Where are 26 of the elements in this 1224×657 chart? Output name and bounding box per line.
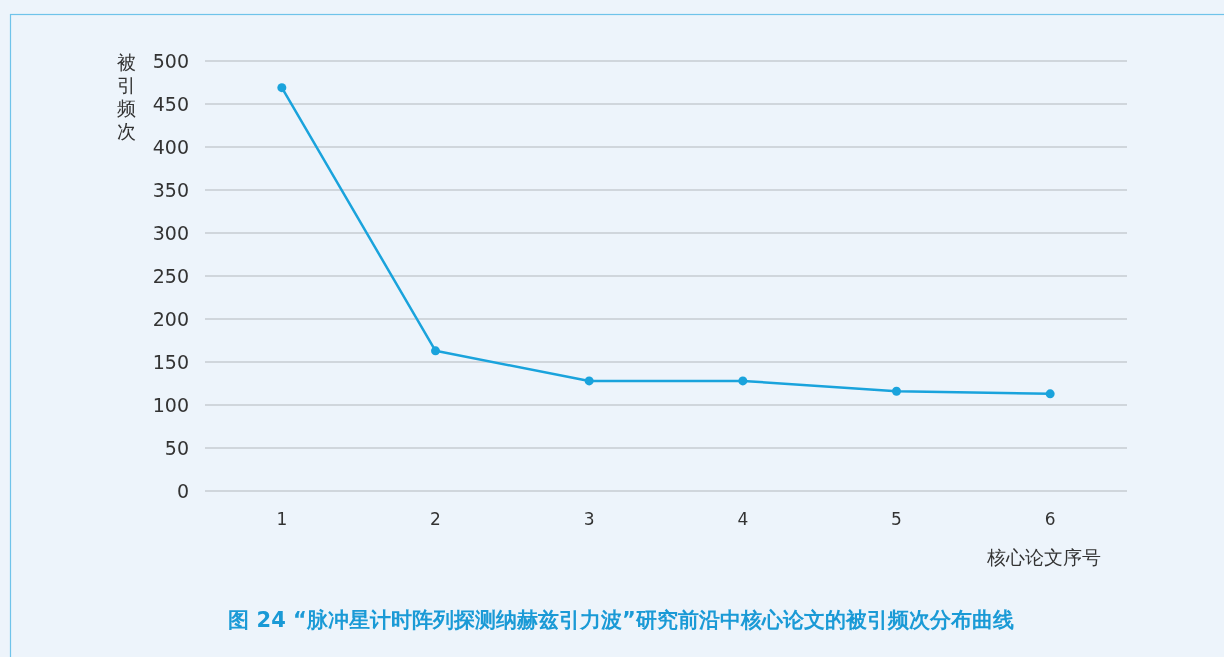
point	[584, 376, 594, 386]
y-tick-label: 300	[152, 222, 189, 244]
x-tick-label: 6	[1044, 509, 1056, 529]
y-tick-label: 50	[164, 437, 189, 459]
x-axis-title: 核心论文序号	[986, 546, 1101, 568]
x-tick-label: 2	[430, 509, 441, 529]
point	[431, 346, 440, 356]
y-tick-label: 200	[152, 308, 189, 330]
x-tick-label: 1	[276, 509, 288, 529]
point	[277, 83, 287, 93]
y-tick-label: 350	[152, 179, 189, 201]
x-tick-label: 4	[737, 509, 749, 529]
y-tick-label: 0	[176, 480, 189, 502]
y-tick-label: 250	[152, 265, 189, 287]
y-tick-label: 500	[152, 50, 189, 72]
y-tick-label: 100	[152, 394, 189, 416]
y-tick-label: 400	[152, 136, 189, 158]
point	[1045, 389, 1055, 399]
point	[892, 386, 901, 396]
x-tick-label: 5	[891, 509, 902, 529]
y-axis-title: 被引频次	[116, 51, 136, 142]
point	[738, 376, 748, 386]
y-tick-label: 450	[152, 93, 189, 115]
x-tick-label: 3	[583, 509, 595, 529]
text: 图 24 “脉冲星计时阵列探测纳赫兹引力波”研究前沿中核心论文的被引频次分布曲线	[228, 608, 1014, 632]
y-tick-label: 150	[152, 351, 189, 373]
